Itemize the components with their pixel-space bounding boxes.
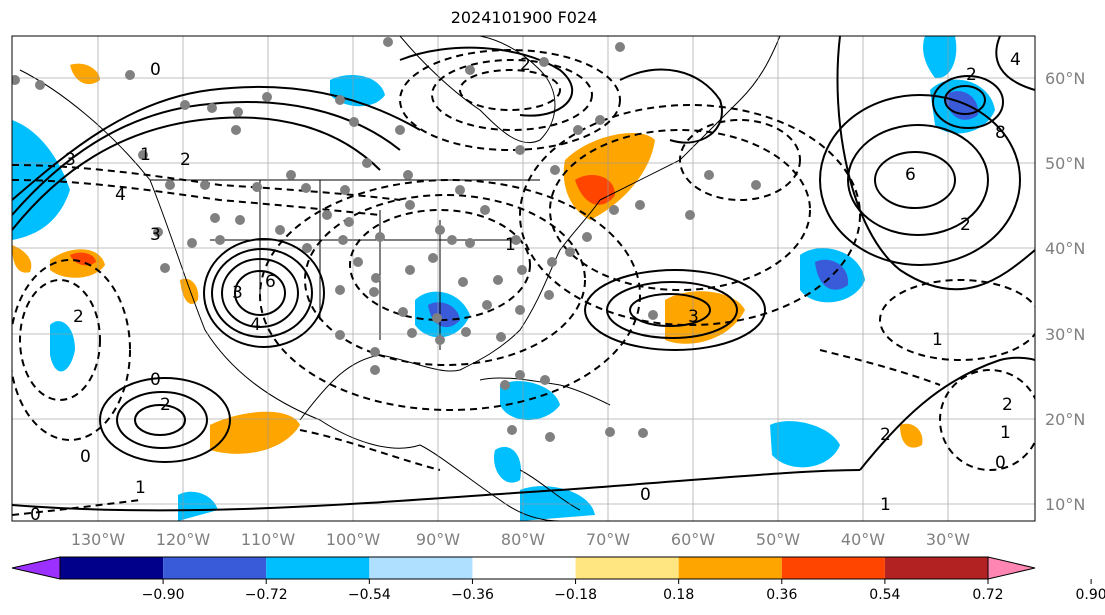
colorbar-tick-label: −0.72	[245, 587, 288, 603]
lat-tick-label: 10°N	[1045, 495, 1085, 514]
contour-label: 2	[160, 395, 171, 415]
gridlines	[12, 36, 1035, 521]
solid-contours	[12, 36, 1035, 512]
colorbar-tick-label: 0.54	[869, 587, 900, 603]
colorbar-extend-high	[987, 556, 1036, 580]
colorbar: −0.90 −0.72 −0.54 −0.36 −0.18 0.18 0.36 0.54 0.7…	[11, 556, 1105, 603]
colorbar-segment	[472, 557, 576, 579]
contour-label: 1	[135, 478, 146, 498]
contour-label: 0	[80, 447, 91, 467]
contour-label: 6	[265, 272, 276, 292]
colorbar-tick-label: 0.72	[972, 587, 1003, 603]
lon-tick-label: 90°W	[416, 530, 460, 549]
lon-tick-label: 70°W	[586, 530, 630, 549]
colorbar-segment	[678, 557, 782, 579]
contour-label: 3	[688, 307, 699, 327]
contour-label: 0	[150, 370, 161, 390]
lon-tick-label: 130°W	[71, 530, 126, 549]
map-title: 2024101900 F024	[450, 8, 598, 27]
contour-label: 3	[65, 150, 76, 170]
contour-label: 1	[1000, 423, 1011, 443]
colorbar-segment	[60, 557, 164, 579]
lon-tick-label: 30°W	[926, 530, 970, 549]
lon-tick-label: 120°W	[156, 530, 211, 549]
contour-label: 3	[150, 225, 161, 245]
map-border	[11, 35, 1036, 522]
lon-tick-label: 50°W	[756, 530, 800, 549]
colorbar-segment	[884, 557, 988, 579]
lon-tick-label: 80°W	[501, 530, 545, 549]
colorbar-border	[59, 556, 989, 580]
contour-label: 2	[960, 215, 971, 235]
lon-tick-label: 40°W	[841, 530, 885, 549]
lat-tick-label: 50°N	[1045, 154, 1085, 173]
contour-label: 1	[505, 235, 516, 255]
lat-tick-label: 20°N	[1045, 410, 1085, 429]
lat-tick-label: 60°N	[1045, 69, 1085, 88]
contour-label: 0	[150, 60, 161, 80]
contour-label: 4	[250, 315, 261, 335]
colorbar-segment	[163, 557, 267, 579]
colorbar-segment	[575, 557, 679, 579]
colorbar-tick-label: −0.18	[554, 587, 597, 603]
contour-label: 0	[30, 505, 41, 525]
contour-label: 2	[180, 150, 191, 170]
contour-label: 0	[995, 453, 1006, 473]
contour-label: 4	[1010, 50, 1021, 70]
contour-label: 2	[880, 425, 891, 445]
colorbar-tick-label: 0.90	[1076, 587, 1105, 603]
dashed-contours	[12, 49, 1035, 516]
lon-tick-label: 100°W	[326, 530, 381, 549]
lon-axis: 130°W 120°W 110°W 100°W 90°W 80°W 70°W 6…	[71, 530, 970, 549]
contour-label: 6	[905, 165, 916, 185]
contour-label: 0	[640, 485, 651, 505]
station-dots	[12, 37, 761, 442]
contour-label: 3	[232, 283, 243, 303]
lat-tick-label: 40°N	[1045, 239, 1085, 258]
colorbar-segment	[781, 557, 885, 579]
colorbar-tick-label: 0.36	[766, 587, 797, 603]
colorbar-extend-low	[11, 556, 61, 580]
contour-label: 1	[932, 330, 943, 350]
lat-axis: 60°N 50°N 40°N 30°N 20°N 10°N	[1045, 69, 1085, 514]
contour-label: 2	[73, 307, 84, 327]
contour-label: 8	[995, 123, 1006, 143]
contour-label: 4	[115, 185, 126, 205]
colorbar-segment	[369, 557, 473, 579]
colorbar-tick-label: −0.54	[348, 587, 391, 603]
lon-tick-label: 110°W	[241, 530, 296, 549]
contour-label: 2	[1002, 395, 1013, 415]
colorbar-tick-label: 0.18	[663, 587, 694, 603]
contour-label: 1	[880, 495, 891, 515]
contour-label: 2	[520, 55, 531, 75]
colorbar-segment	[266, 557, 370, 579]
lon-tick-label: 60°W	[671, 530, 715, 549]
colorbar-tick-label: −0.90	[142, 587, 185, 603]
lat-tick-label: 30°N	[1045, 325, 1085, 344]
contour-labels: 0 3 2 1 6 3 4 3 6 8 2 2 4 4 1 2 2 1 0 3 …	[30, 50, 1021, 525]
contour-label: 1	[140, 145, 151, 165]
colorbar-tick-label: −0.36	[451, 587, 494, 603]
contour-label: 2	[966, 65, 977, 85]
